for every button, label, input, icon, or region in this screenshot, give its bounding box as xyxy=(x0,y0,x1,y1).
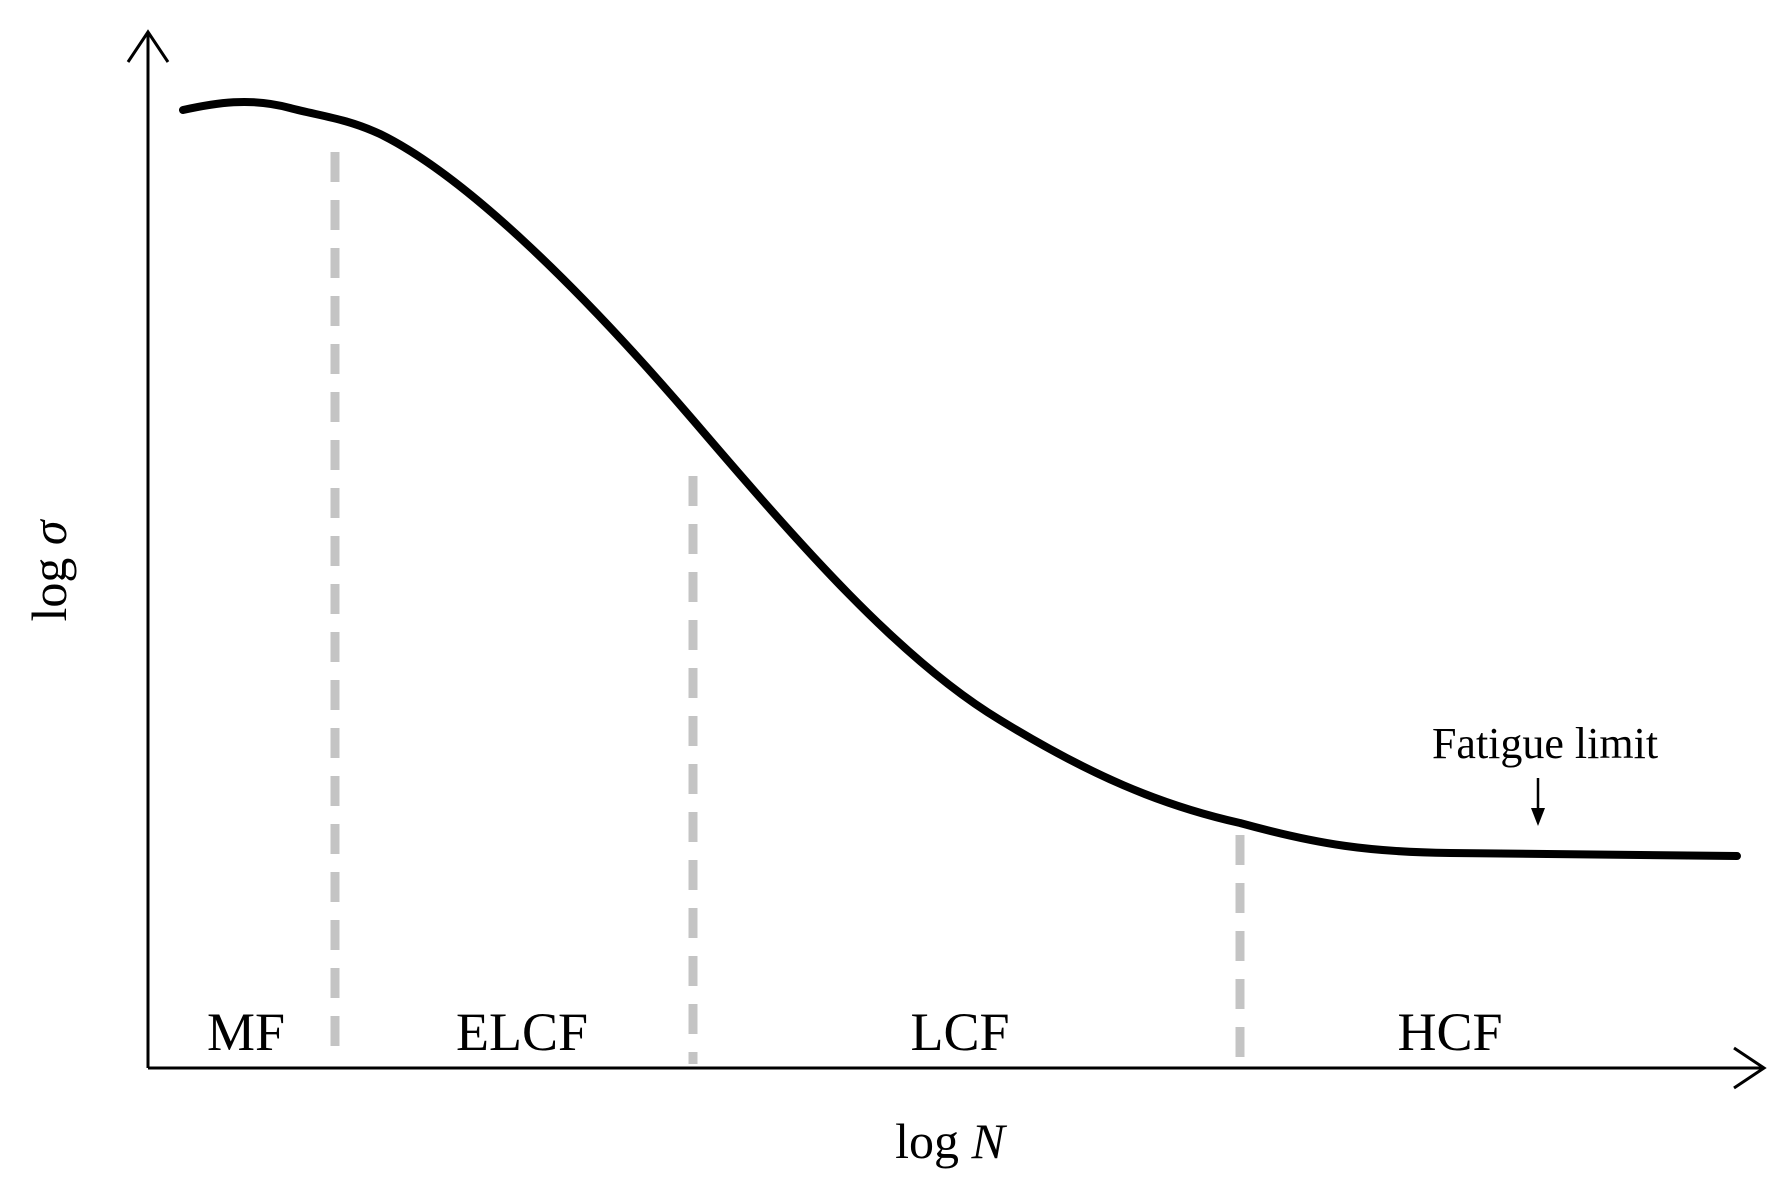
y-axis-title-symbol: σ xyxy=(21,518,77,545)
fatigue-curve xyxy=(179,97,1741,860)
y-axis-arrowhead xyxy=(126,29,170,63)
region-label-lcf: LCF xyxy=(910,1002,1009,1062)
y-axis-title: log σ xyxy=(21,518,77,621)
x-axis-title: log N xyxy=(895,1113,1007,1169)
region-label-elcf: ELCF xyxy=(456,1002,588,1062)
x-axis-title-prefix: log xyxy=(895,1113,971,1169)
region-label-hcf: HCF xyxy=(1397,1002,1502,1062)
axes xyxy=(126,29,1767,1090)
x-axis-arrowhead xyxy=(1733,1046,1767,1090)
region-label-mf: MF xyxy=(207,1002,285,1062)
y-axis-title-prefix: log xyxy=(21,545,77,621)
fatigue-limit-label: Fatigue limit xyxy=(1432,719,1658,768)
x-axis-title-symbol: N xyxy=(971,1113,1008,1169)
region-dividers xyxy=(330,152,1245,1064)
fatigue-limit-arrow-icon xyxy=(1531,778,1545,826)
